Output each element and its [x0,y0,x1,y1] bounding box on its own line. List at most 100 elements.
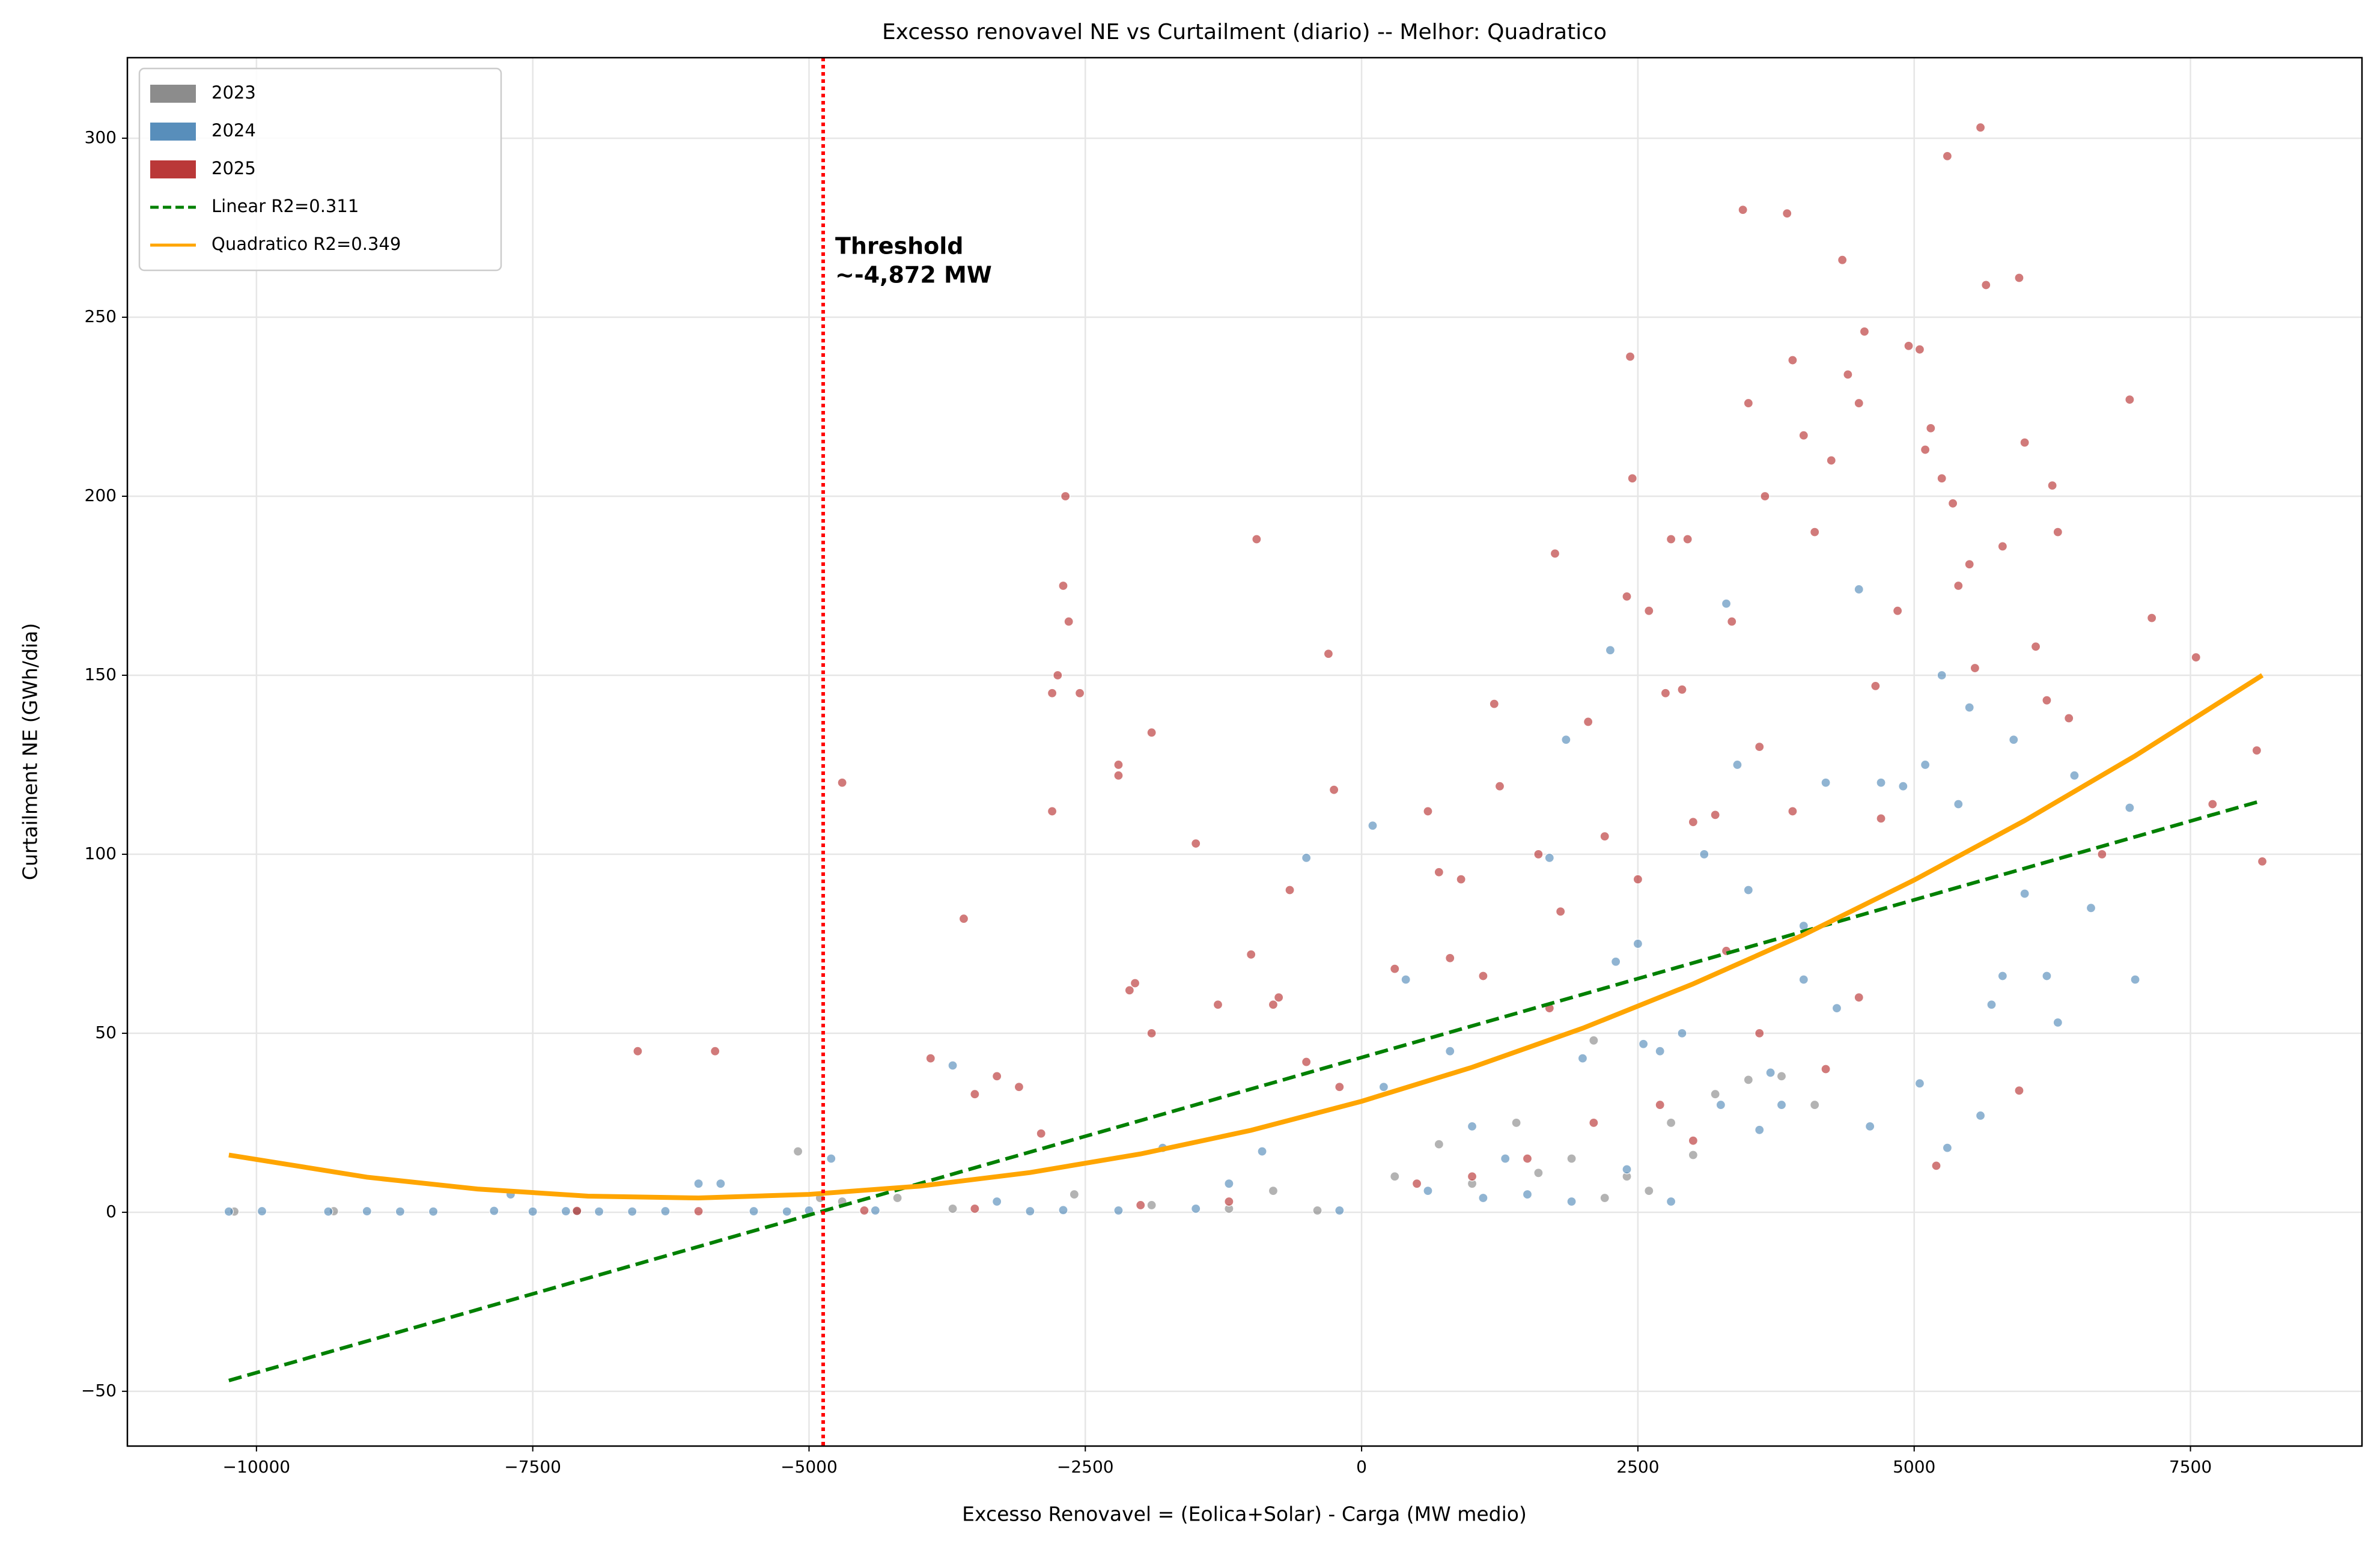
point [2097,849,2107,860]
point [1721,598,1732,609]
point [1589,1117,1599,1128]
point [2014,1086,2024,1096]
legend-label: 2023 [212,82,256,103]
point [1788,806,1798,816]
point [1136,1200,1146,1211]
point [1378,1082,1389,1092]
point [1699,849,1709,860]
point [826,1153,836,1164]
point [1605,645,1616,655]
point [1246,949,1256,959]
point [1898,781,1908,791]
point [1810,1099,1820,1110]
point [992,1196,1002,1207]
point [1061,491,1071,502]
point [1782,208,1792,219]
point [1688,1150,1698,1160]
point [1854,584,1864,595]
point [1788,355,1798,365]
y-tick-label: 150 [85,664,117,684]
point [1599,1193,1610,1203]
point [1611,956,1621,967]
point [1859,326,1870,336]
point [1268,1186,1279,1196]
point [1964,702,1974,713]
point [1599,831,1610,842]
point [1566,1153,1577,1164]
point [1423,806,1433,816]
point [925,1053,936,1063]
point [633,1046,643,1056]
point [1876,813,1886,824]
point [1655,1099,1665,1110]
point [489,1206,499,1216]
x-tick-label: 0 [1356,1457,1367,1477]
point [395,1206,406,1217]
point [2030,642,2041,652]
point [2064,713,2074,723]
point [1113,770,1124,780]
point [1047,806,1058,816]
point [1191,838,1201,849]
point [1456,874,1466,884]
point [1666,534,1676,544]
x-tick-label: −5000 [781,1457,838,1477]
point [2147,613,2157,623]
point [2257,856,2268,866]
legend-label: Linear R2=0.311 [212,196,359,216]
point [1964,559,1974,570]
point [2251,746,2262,756]
point [1633,874,1643,884]
legend-swatch [150,85,196,103]
point [561,1206,571,1217]
legend-label: 2024 [212,120,256,141]
point [716,1179,726,1189]
point [1920,759,1931,770]
y-tick-label: 250 [85,306,117,326]
point [1666,1117,1676,1128]
point [992,1071,1002,1081]
point [1467,1172,1478,1182]
point [1036,1128,1046,1138]
point [572,1206,582,1216]
threshold-label: ~-4,872 MW [835,262,992,288]
point [859,1205,869,1215]
point [1257,1146,1267,1156]
point [1942,1143,1953,1153]
point [1677,684,1687,694]
point [323,1206,333,1217]
point [870,1205,880,1215]
point [1655,1046,1665,1056]
point [1633,938,1643,949]
point [1423,1186,1433,1196]
point [1146,1028,1157,1038]
point [1566,1196,1577,1207]
point [1970,663,1980,673]
point [1411,1179,1422,1189]
point [1821,777,1831,788]
point [1335,1082,1345,1092]
point [1710,810,1720,820]
point [528,1206,538,1217]
point [1926,423,1936,433]
point [1500,1153,1511,1164]
x-tick-label: −2500 [1057,1457,1114,1477]
y-tick-label: 300 [85,127,117,147]
point [594,1206,604,1217]
point [1953,799,1964,809]
point [1146,1200,1157,1211]
point [1544,853,1554,863]
point [710,1046,720,1056]
point [1644,1186,1654,1196]
point [1904,341,1914,351]
point [2208,799,2218,809]
point [1191,1203,1201,1214]
point [1213,1000,1223,1010]
point [693,1179,704,1189]
point [1798,974,1809,985]
point [1810,527,1820,537]
point [1776,1071,1787,1081]
point [1760,491,1770,502]
point [1831,1003,1842,1014]
point [1329,785,1339,795]
